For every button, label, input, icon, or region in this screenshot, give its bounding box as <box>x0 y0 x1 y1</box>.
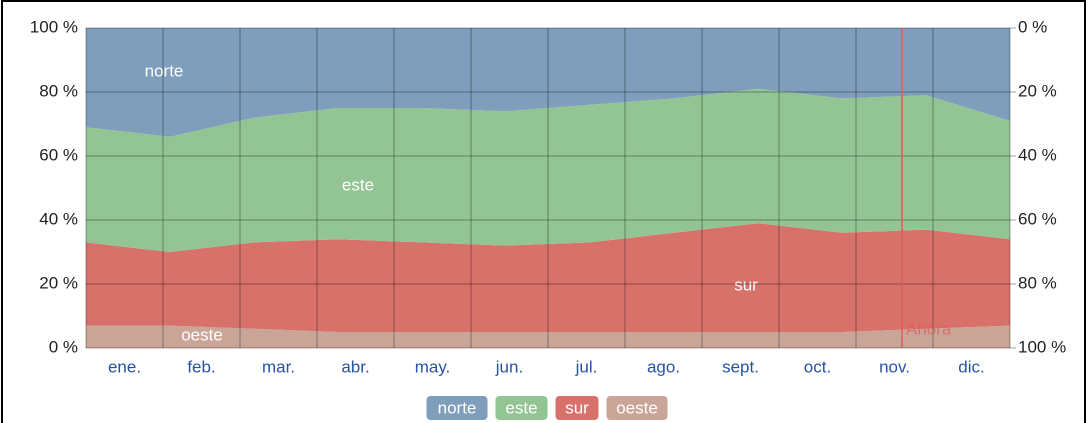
legend-label: norte <box>438 398 477 417</box>
legend-item: norte <box>426 396 488 420</box>
y-tick-label: 0 % <box>49 337 78 356</box>
area <box>86 28 1010 137</box>
x-tick-label: oct. <box>804 357 831 376</box>
legend-item: oeste <box>606 396 668 420</box>
legend-swatch <box>426 396 488 420</box>
y2-tick-label: 40 % <box>1018 145 1057 164</box>
legend-label: sur <box>565 398 589 417</box>
legend-item: sur <box>555 396 599 420</box>
y-tick-label: 100 % <box>30 17 78 36</box>
x-tick-label: abr. <box>341 357 369 376</box>
area <box>86 88 1010 252</box>
x-tick-label: ene. <box>108 357 141 376</box>
y2-tick-label: 80 % <box>1018 273 1057 292</box>
y-tick-label: 80 % <box>39 81 78 100</box>
area <box>86 223 1010 332</box>
legend-swatch <box>555 396 599 420</box>
y-tick-label: 20 % <box>39 273 78 292</box>
x-tick-label: nov. <box>879 357 910 376</box>
legend-label: este <box>505 398 537 417</box>
series-label: sur <box>734 275 758 294</box>
x-tick-label: jul. <box>575 357 598 376</box>
legend-swatch <box>495 396 548 420</box>
y2-tick-label: 100 % <box>1018 337 1066 356</box>
legend-swatch <box>606 396 668 420</box>
x-tick-label: may. <box>415 357 451 376</box>
annotation: Ahora <box>906 319 952 338</box>
legend-item: este <box>495 396 548 420</box>
series-label: oeste <box>181 325 223 344</box>
x-tick-label: mar. <box>262 357 295 376</box>
legend-label: oeste <box>616 398 658 417</box>
x-tick-label: jun. <box>495 357 523 376</box>
y2-tick-label: 20 % <box>1018 81 1057 100</box>
series-label: norte <box>145 61 184 80</box>
series-label: este <box>342 175 374 194</box>
x-tick-label: sept. <box>722 357 759 376</box>
x-tick-label: ago. <box>647 357 680 376</box>
y2-tick-label: 60 % <box>1018 209 1057 228</box>
y-tick-label: 60 % <box>39 145 78 164</box>
x-tick-label: feb. <box>187 357 215 376</box>
y-tick-label: 40 % <box>39 209 78 228</box>
area <box>86 325 1010 348</box>
x-tick-label: dic. <box>958 357 984 376</box>
y2-tick-label: 0 % <box>1018 17 1047 36</box>
